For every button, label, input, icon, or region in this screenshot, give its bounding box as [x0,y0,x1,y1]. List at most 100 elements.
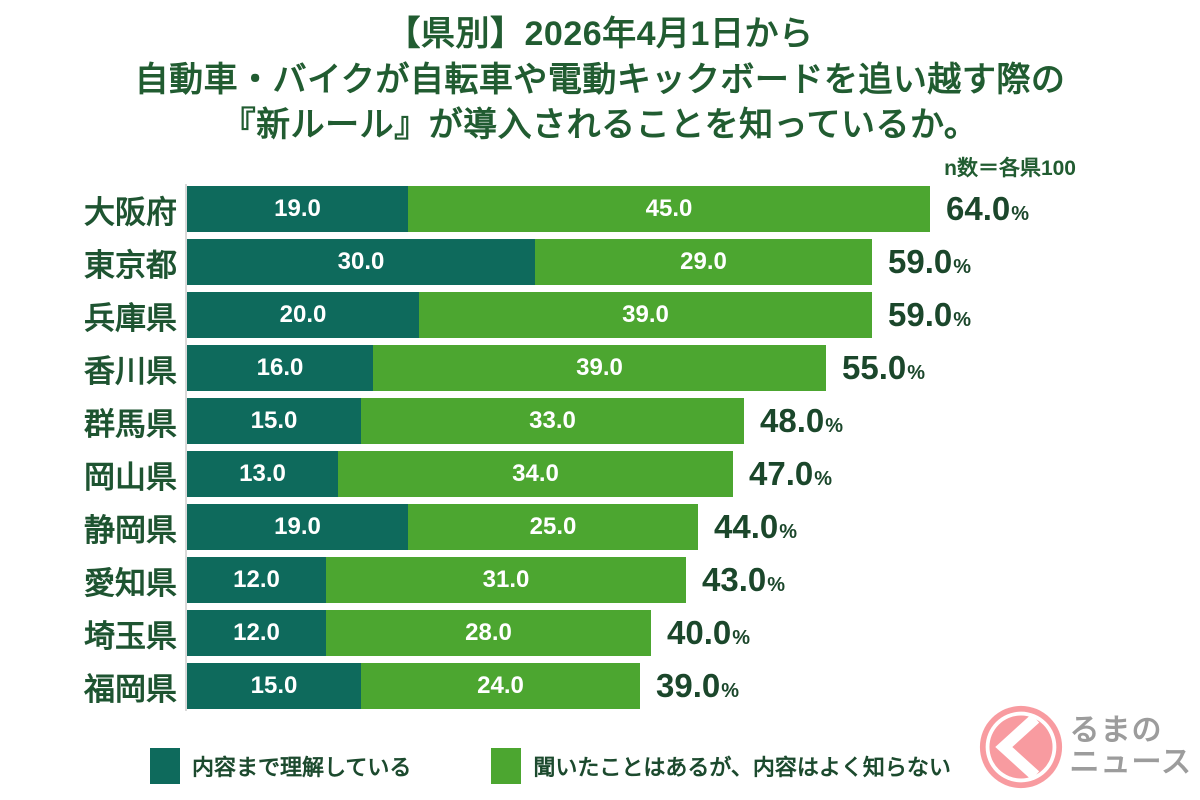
bar-stack: 19.0 45.0 64.0% [187,186,1029,232]
segment-heard: 45.0 [408,186,930,232]
segment-value: 12.0 [233,619,280,646]
bar-stack: 15.0 33.0 48.0% [187,398,843,444]
bar-stack: 15.0 24.0 39.0% [187,663,739,709]
category-label: 愛知県 [84,565,177,601]
logo-text-top: るまの [1069,714,1163,748]
category-label: 大阪府 [84,194,177,230]
y-axis-line [185,184,187,711]
total-label: 55.0% [842,349,925,387]
category-label: 群馬県 [84,406,177,442]
total-number: 64.0 [946,190,1011,227]
segment-heard: 29.0 [535,239,872,285]
segment-value: 20.0 [279,301,327,328]
chart-title-line1: 【県別】2026年4月1日から [386,15,814,53]
segment-value: 13.0 [239,460,286,487]
total-percent-sign: % [953,309,972,331]
category-label: 静岡県 [84,512,177,548]
sample-size-note: n数＝各県100 [944,157,1076,180]
total-number: 44.0 [714,508,779,545]
segment-value: 16.0 [256,354,304,381]
total-label: 59.0% [888,296,971,334]
legend-label-heard: 聞いたことはあるが、内容はよく知らない [533,755,951,780]
segment-value: 34.0 [512,460,559,487]
category-label: 埼玉県 [84,618,177,654]
segment-value: 30.0 [337,248,385,275]
logo-text-bottom: ニュース [1069,746,1192,779]
legend-label-understand: 内容まで理解している [192,755,412,780]
logo-wordmark: るまの ニュース [1070,715,1193,779]
chart-rows: 大阪府 19.0 45.0 64.0% 東京都 30.0 29.0 59.0% 兵庫県 20.0 3… [75,186,1185,709]
segment-value: 15.0 [250,407,298,434]
segment-value: 33.0 [529,407,576,434]
total-number: 48.0 [760,402,825,439]
bar-stack: 30.0 29.0 59.0% [187,239,971,285]
total-percent-sign: % [814,468,833,490]
chart-row: 埼玉県 12.0 28.0 40.0% [75,610,1185,656]
bar-stack: 16.0 39.0 55.0% [187,345,925,391]
segment-understand: 16.0 [187,345,373,391]
total-number: 39.0 [656,667,721,704]
chart-row: 静岡県 19.0 25.0 44.0% [75,504,1185,550]
total-percent-sign: % [825,415,844,437]
total-label: 59.0% [888,243,971,281]
total-percent-sign: % [767,574,786,596]
total-percent-sign: % [1011,203,1030,225]
total-number: 43.0 [702,561,767,598]
bar-stack: 12.0 31.0 43.0% [187,557,785,603]
category-label: 香川県 [84,353,177,389]
chart-row: 群馬県 15.0 33.0 48.0% [75,398,1185,444]
segment-value: 28.0 [465,619,512,646]
bar-stack: 13.0 34.0 47.0% [187,451,832,497]
segment-value: 25.0 [529,513,577,540]
legend-swatch-heard [491,748,522,784]
segment-value: 12.0 [233,566,280,593]
total-label: 40.0% [667,614,750,652]
bar-stack: 20.0 39.0 59.0% [187,292,971,338]
legend-item-heard: 聞いたことはあるが、内容はよく知らない [491,748,951,784]
segment-value: 24.0 [477,672,524,699]
legend-swatch-understand [150,748,180,784]
category-label: 兵庫県 [84,300,177,336]
kuruma-no-news-logo: るまの ニュース [978,704,1193,790]
segment-heard: 33.0 [361,398,744,444]
legend-item-understand: 内容まで理解している [150,748,411,784]
segment-understand: 19.0 [187,186,408,232]
total-label: 43.0% [702,561,785,599]
segment-heard: 31.0 [326,557,686,603]
segment-understand: 30.0 [187,239,535,285]
segment-heard: 39.0 [419,292,872,338]
segment-understand: 13.0 [187,451,338,497]
total-label: 39.0% [656,667,739,705]
total-label: 48.0% [760,402,843,440]
segment-heard: 34.0 [338,451,733,497]
segment-value: 15.0 [250,672,298,699]
total-label: 44.0% [714,508,797,546]
total-percent-sign: % [732,627,751,649]
segment-understand: 19.0 [187,504,408,550]
chart-row: 福岡県 15.0 24.0 39.0% [75,663,1185,709]
segment-value: 19.0 [274,195,321,222]
bar-stack: 12.0 28.0 40.0% [187,610,750,656]
segment-value: 31.0 [482,566,530,593]
segment-value: 45.0 [645,195,693,222]
category-label: 岡山県 [84,459,177,495]
segment-understand: 15.0 [187,663,361,709]
total-number: 59.0 [888,296,953,333]
segment-heard: 28.0 [326,610,651,656]
total-number: 47.0 [749,455,814,492]
chart-title-line2: 自動車・バイクが自転車や電動キックボードを追い越す際の [134,60,1066,99]
chart-row: 兵庫県 20.0 39.0 59.0% [75,292,1185,338]
kuruma-logo-icon [979,705,1062,789]
chart-row: 岡山県 13.0 34.0 47.0% [75,451,1185,497]
chart-row: 東京都 30.0 29.0 59.0% [75,239,1185,285]
category-label: 福岡県 [84,671,177,707]
category-label: 東京都 [84,247,177,283]
stacked-bar-chart: 大阪府 19.0 45.0 64.0% 東京都 30.0 29.0 59.0% 兵庫県 20.0 3… [75,184,1185,711]
chart-title: 【県別】2026年4月1日から 自動車・バイクが自転車や電動キックボードを追い越… [0,12,1200,149]
segment-heard: 24.0 [361,663,640,709]
total-percent-sign: % [953,256,972,278]
chart-row: 香川県 16.0 39.0 55.0% [75,345,1185,391]
total-number: 40.0 [667,614,732,651]
chart-row: 大阪府 19.0 45.0 64.0% [75,186,1185,232]
